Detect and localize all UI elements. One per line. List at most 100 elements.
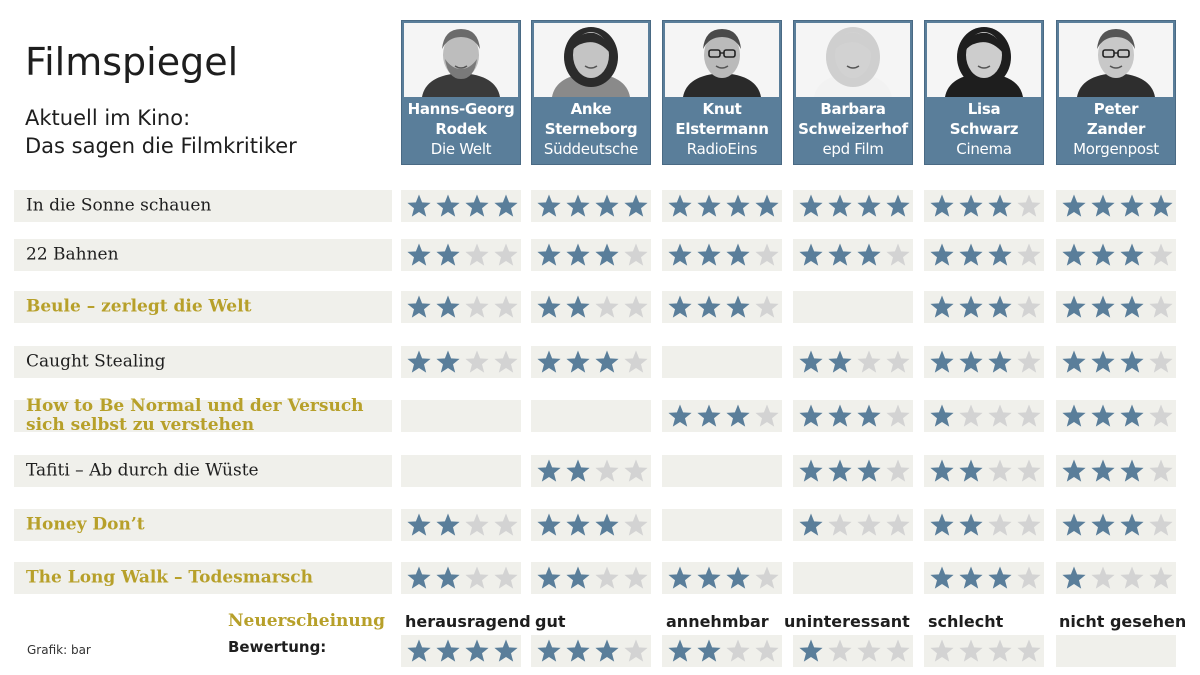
star-filled-icon — [958, 349, 987, 375]
star-filled-icon — [856, 193, 885, 219]
star-rating — [1061, 193, 1177, 219]
star-filled-icon — [696, 565, 725, 591]
critic-outlet: Cinema — [956, 140, 1012, 158]
star-rating — [406, 638, 522, 664]
legend-label: nicht gesehen — [1059, 612, 1187, 631]
star-filled-icon — [435, 349, 464, 375]
star-filled-icon — [929, 565, 958, 591]
star-filled-icon — [536, 242, 565, 268]
critic-first-name: Barbara — [820, 100, 886, 118]
critic-card: Peter Zander Morgenpost — [1056, 20, 1176, 165]
star-rating — [929, 349, 1045, 375]
star-empty-icon — [493, 512, 522, 538]
star-empty-icon — [594, 458, 623, 484]
star-empty-icon — [1016, 349, 1045, 375]
star-rating — [798, 349, 914, 375]
star-filled-icon — [856, 403, 885, 429]
star-filled-icon — [1061, 193, 1090, 219]
star-filled-icon — [536, 193, 565, 219]
rating-cell — [401, 400, 521, 432]
star-filled-icon — [1090, 193, 1119, 219]
star-filled-icon — [958, 193, 987, 219]
film-title: 22 Bahnen — [26, 245, 386, 265]
star-filled-icon — [623, 193, 652, 219]
rating-cell — [1056, 346, 1176, 378]
star-filled-icon — [1090, 403, 1119, 429]
star-empty-icon — [929, 638, 958, 664]
star-empty-icon — [1148, 349, 1177, 375]
film-title-line: Honey Don’t — [26, 514, 145, 535]
star-filled-icon — [406, 349, 435, 375]
star-filled-icon — [435, 193, 464, 219]
star-filled-icon — [667, 294, 696, 320]
star-filled-icon — [958, 294, 987, 320]
film-row: Honey Don’t — [14, 509, 392, 541]
star-filled-icon — [667, 403, 696, 429]
star-filled-icon — [464, 638, 493, 664]
star-rating — [406, 349, 522, 375]
star-filled-icon — [856, 458, 885, 484]
rating-cell — [662, 190, 782, 222]
star-empty-icon — [987, 638, 1016, 664]
rating-cell — [1056, 455, 1176, 487]
rating-cell — [924, 190, 1044, 222]
star-filled-icon — [435, 638, 464, 664]
critic-outlet: epd Film — [822, 140, 884, 158]
star-rating — [798, 458, 914, 484]
star-rating — [406, 193, 522, 219]
star-rating — [798, 403, 914, 429]
star-empty-icon — [1119, 565, 1148, 591]
star-filled-icon — [827, 242, 856, 268]
rating-cell — [793, 291, 913, 323]
star-empty-icon — [493, 349, 522, 375]
star-empty-icon — [754, 294, 783, 320]
star-filled-icon — [856, 242, 885, 268]
star-empty-icon — [885, 458, 914, 484]
subtitle-line-1: Aktuell im Kino: — [25, 106, 191, 130]
rating-cell — [401, 346, 521, 378]
star-rating — [1061, 349, 1177, 375]
star-empty-icon — [885, 242, 914, 268]
legend-label: gut — [535, 612, 566, 631]
star-empty-icon — [885, 349, 914, 375]
star-rating — [667, 565, 783, 591]
rating-cell — [401, 291, 521, 323]
star-filled-icon — [435, 294, 464, 320]
star-filled-icon — [1148, 193, 1177, 219]
critic-card: Hanns-Georg Rodek Die Welt — [401, 20, 521, 165]
legend-cell — [1056, 635, 1176, 667]
star-rating — [929, 242, 1045, 268]
star-filled-icon — [725, 403, 754, 429]
film-row: Tafiti – Ab durch die Wüste — [14, 455, 392, 487]
film-title: Tafiti – Ab durch die Wüste — [26, 461, 386, 481]
star-empty-icon — [856, 638, 885, 664]
star-rating — [536, 349, 652, 375]
star-filled-icon — [1061, 349, 1090, 375]
star-filled-icon — [1119, 294, 1148, 320]
rating-cell — [531, 346, 651, 378]
star-empty-icon — [464, 349, 493, 375]
critic-photo-icon — [665, 23, 779, 97]
star-filled-icon — [464, 193, 493, 219]
star-filled-icon — [667, 242, 696, 268]
legend-cell — [924, 635, 1044, 667]
star-rating — [536, 512, 652, 538]
star-filled-icon — [667, 638, 696, 664]
star-rating — [929, 403, 1045, 429]
star-rating — [667, 294, 783, 320]
star-empty-icon — [885, 512, 914, 538]
critic-first-name: Anke — [570, 100, 612, 118]
star-empty-icon — [754, 403, 783, 429]
star-filled-icon — [406, 512, 435, 538]
rating-cell — [531, 455, 651, 487]
critic-photo-icon — [1059, 23, 1173, 97]
star-filled-icon — [1090, 458, 1119, 484]
star-rating — [536, 638, 652, 664]
star-rating — [1061, 565, 1177, 591]
rating-cell — [531, 291, 651, 323]
star-empty-icon — [623, 638, 652, 664]
legend-label: schlecht — [928, 612, 1004, 631]
star-filled-icon — [827, 458, 856, 484]
star-empty-icon — [1016, 512, 1045, 538]
star-empty-icon — [594, 294, 623, 320]
